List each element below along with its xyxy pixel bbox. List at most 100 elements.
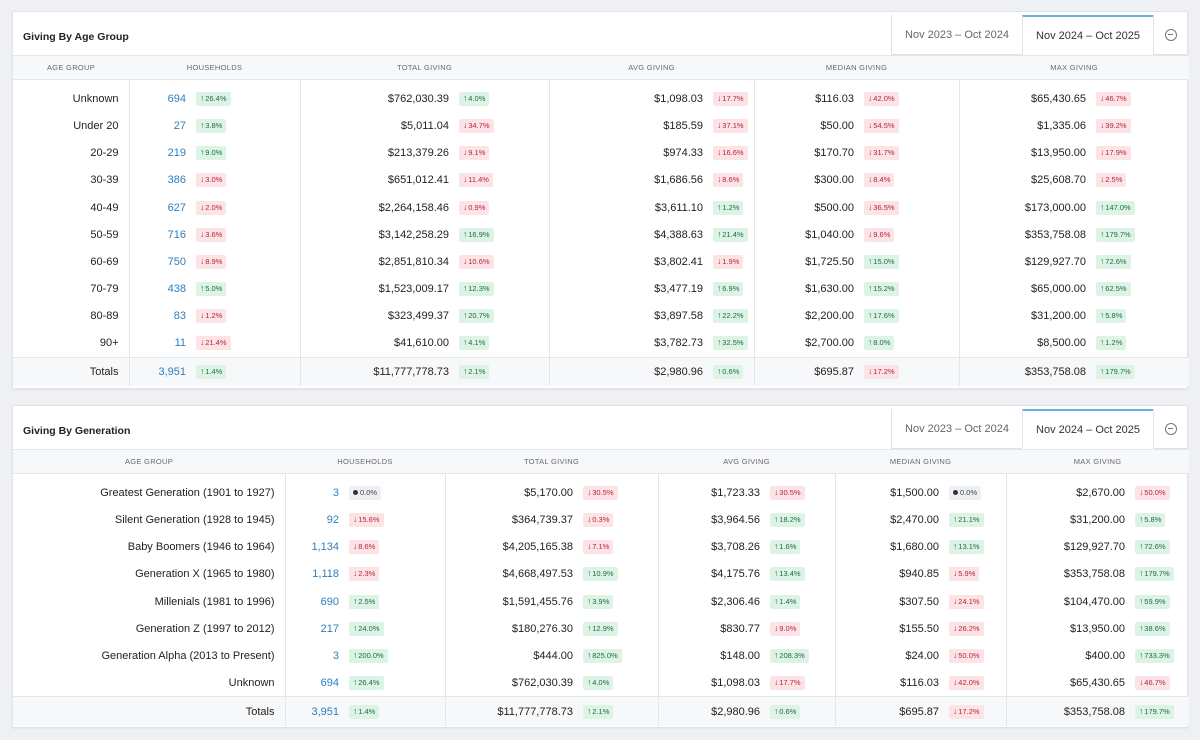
- households-value[interactable]: 3,951: [129, 356, 192, 387]
- change-percent: 9.0%: [779, 623, 797, 633]
- total-giving-value: $323,499.37: [387, 310, 450, 323]
- households-change-badge: ↑24.0%: [349, 621, 384, 636]
- max-giving-value: $173,000.00: [1024, 201, 1087, 214]
- households-value[interactable]: 27: [173, 120, 186, 133]
- arrow-down-icon: ↓: [868, 365, 873, 376]
- arrow-down-icon: ↓: [200, 228, 205, 239]
- households-value[interactable]: 3: [332, 650, 339, 663]
- arrow-down-icon: ↓: [717, 256, 722, 267]
- change-percent: 12.9%: [592, 623, 614, 633]
- change-percent: 2.5%: [1105, 175, 1123, 185]
- arrow-down-icon: ↓: [953, 568, 958, 579]
- median-giving-change-badge: ↓36.5%: [864, 200, 899, 215]
- households-value[interactable]: 83: [173, 310, 186, 323]
- tab-prior-period[interactable]: Nov 2023 – Oct 2024: [891, 15, 1022, 55]
- households-value[interactable]: 217: [320, 622, 339, 635]
- households-value[interactable]: 690: [320, 595, 339, 608]
- arrow-down-icon: ↓: [1139, 487, 1144, 498]
- households-change-cell: ↑1.4%: [345, 696, 446, 726]
- households-value[interactable]: 694: [320, 676, 339, 689]
- median-giving-value: $300.00: [814, 174, 855, 187]
- households-value[interactable]: 694: [167, 93, 186, 106]
- arrow-up-icon: ↑: [353, 705, 358, 716]
- change-percent: 17.2%: [873, 366, 895, 376]
- median-giving-change-badge: ↑21.1%: [949, 513, 984, 528]
- households-value[interactable]: 750: [167, 256, 186, 269]
- arrow-down-icon: ↓: [868, 120, 873, 131]
- arrow-up-icon: ↑: [774, 541, 779, 552]
- arrow-up-icon: ↑: [774, 705, 779, 716]
- change-percent: 3.8%: [205, 121, 223, 131]
- median-giving-value: $116.03: [900, 676, 940, 689]
- change-percent: 37.1%: [722, 121, 744, 131]
- change-percent: 16.6%: [722, 148, 744, 158]
- table-row: Under 20 27 ↑3.8% $5,011.04 ↓34.7% $185.59 ↓37…: [13, 112, 1189, 140]
- households-change-cell: ↑9.0%: [192, 139, 301, 167]
- households-value[interactable]: 438: [167, 283, 186, 296]
- avg-giving-change-badge: ↑21.4%: [713, 227, 748, 242]
- households-change-badge: ↓3.6%: [196, 227, 227, 242]
- change-percent: 26.2%: [958, 623, 980, 633]
- arrow-down-icon: ↓: [717, 174, 722, 185]
- households-value[interactable]: 627: [167, 201, 186, 214]
- total-giving-change-cell: ↑4.1%: [455, 330, 550, 358]
- households-change-cell: ↑200.0%: [345, 642, 446, 670]
- avg-giving-change-badge: ↓17.7%: [770, 675, 805, 690]
- households-value[interactable]: 92: [326, 514, 339, 527]
- total-giving-value: $762,030.39: [387, 93, 450, 106]
- households-value[interactable]: 386: [167, 174, 186, 187]
- households-value[interactable]: 219: [167, 147, 186, 160]
- tab-current-period[interactable]: Nov 2024 – Oct 2025: [1022, 409, 1153, 449]
- avg-giving-change-cell: ↓1.9%: [709, 248, 755, 276]
- period-tabs: Nov 2023 – Oct 2024 Nov 2024 – Oct 2025: [891, 409, 1187, 449]
- median-giving-change-badge: ↓17.2%: [949, 704, 984, 719]
- total-giving-change-cell: ↑3.9%: [579, 588, 659, 616]
- max-giving-value: $65,000.00: [1030, 283, 1087, 296]
- households-change-cell: ↑24.0%: [345, 615, 446, 643]
- col-header-max-giving: MAX GIVING: [1006, 449, 1190, 474]
- collapse-button[interactable]: [1153, 409, 1187, 449]
- max-giving-change-badge: ↑38.6%: [1135, 621, 1170, 636]
- arrow-up-icon: ↑: [353, 650, 358, 661]
- max-giving-change-badge: ↑62.5%: [1096, 282, 1131, 297]
- tab-current-period[interactable]: Nov 2024 – Oct 2025: [1022, 15, 1153, 55]
- collapse-button[interactable]: [1153, 15, 1187, 55]
- arrow-up-icon: ↑: [717, 201, 722, 212]
- arrow-down-icon: ↓: [463, 147, 468, 158]
- avg-giving-change-cell: ↓17.7%: [709, 79, 755, 113]
- avg-giving-value: $3,897.58: [654, 310, 704, 323]
- median-giving-change-cell: ↑15.2%: [860, 275, 960, 303]
- avg-giving-value: $148.00: [720, 650, 761, 663]
- total-giving-change-cell: ↑2.1%: [579, 696, 659, 726]
- arrow-up-icon: ↑: [717, 283, 722, 294]
- col-header-median-giving: MEDIAN GIVING: [754, 55, 960, 80]
- change-percent: 4.0%: [592, 677, 610, 687]
- change-percent: 1.4%: [205, 366, 223, 376]
- totals-row: Totals 3,951 ↑1.4% $11,777,778.73 ↑2.1% $2,98…: [13, 356, 1190, 387]
- tab-prior-period[interactable]: Nov 2023 – Oct 2024: [891, 409, 1022, 449]
- median-giving-change-cell: ↓24.1%: [945, 588, 1007, 616]
- max-giving-change-cell: ↑1.2%: [1092, 330, 1189, 357]
- change-percent: 12.3%: [468, 284, 490, 294]
- households-value[interactable]: 716: [167, 228, 186, 241]
- arrow-up-icon: ↑: [1100, 365, 1105, 376]
- max-giving-change-badge: ↑59.9%: [1135, 594, 1170, 609]
- median-giving-change-cell: ↓50.0%: [945, 642, 1007, 670]
- households-value[interactable]: 3: [332, 487, 339, 500]
- median-giving-change-cell: ↓36.5%: [860, 194, 960, 222]
- households-value[interactable]: 1,118: [312, 568, 339, 581]
- households-value[interactable]: 11: [174, 337, 186, 350]
- max-giving-value: $65,430.65: [1030, 93, 1087, 106]
- households-change-badge: ↑5.0%: [196, 282, 227, 297]
- arrow-up-icon: ↑: [587, 568, 592, 579]
- households-value[interactable]: 1,134: [311, 541, 339, 554]
- table-row: 20-29 219 ↑9.0% $213,379.26 ↓9.1% $974.33 ↓16.…: [13, 139, 1189, 167]
- total-giving-value: $180,276.30: [511, 622, 574, 635]
- total-giving-change-cell: ↑16.9%: [455, 221, 550, 249]
- total-giving-change-cell: ↓11.4%: [455, 166, 550, 195]
- households-value[interactable]: 3,951: [285, 696, 345, 726]
- households-change-badge: ↑1.4%: [196, 364, 227, 379]
- change-percent: 147.0%: [1105, 202, 1131, 212]
- change-percent: 36.5%: [873, 202, 895, 212]
- max-giving-value: $1,335.06: [1037, 120, 1087, 133]
